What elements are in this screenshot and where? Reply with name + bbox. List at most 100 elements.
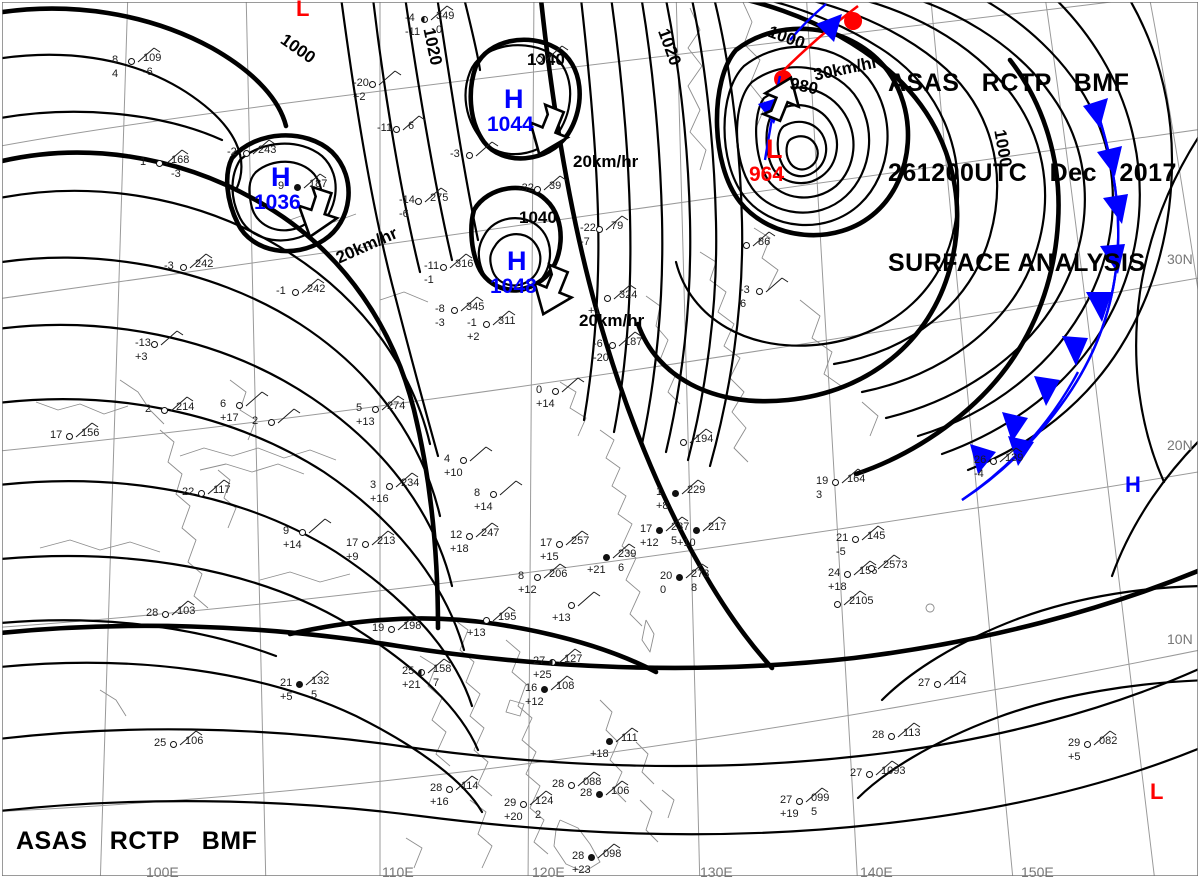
wind-barb-icon — [252, 139, 276, 155]
station-pressure: 214 — [176, 401, 195, 413]
wind-barb-icon — [529, 790, 553, 806]
wind-barb-icon — [171, 600, 195, 616]
station-temperature: 16 — [525, 682, 538, 694]
station-pressure: 113 — [903, 727, 921, 739]
station-dewpoint: -7 — [580, 236, 590, 248]
station-pressure: 103 — [177, 605, 196, 617]
station-pressure: 229 — [687, 484, 706, 496]
wind-barb-icon — [499, 480, 523, 496]
isobars-thin — [2, 2, 1198, 836]
wind-barb-icon — [853, 560, 877, 576]
wind-barb-icon — [165, 149, 189, 165]
wind-barb-icon — [460, 296, 484, 312]
station-circle-icon — [372, 406, 379, 413]
wind-barb-icon — [308, 518, 332, 534]
station-circle-icon — [866, 771, 873, 778]
station-dewpoint: +13 — [356, 416, 375, 428]
station-temperature: 8 — [474, 487, 481, 499]
station-temperature: -6 — [593, 338, 603, 350]
longitude-label-130E: 130E — [700, 864, 733, 878]
station-pressure: 111 — [621, 732, 638, 744]
station-circle-icon — [834, 601, 841, 608]
wind-barb-icon — [605, 215, 629, 231]
station-circle-icon — [451, 307, 458, 314]
station-dewpoint: -1 — [424, 274, 434, 286]
station-temperature: 21 — [280, 677, 293, 689]
station-pressure: 117 — [213, 484, 231, 496]
station-circle-icon — [180, 264, 187, 271]
station-circle-icon — [1084, 741, 1091, 748]
wind-barb-icon — [424, 187, 448, 203]
station-temperature: 8 — [112, 54, 119, 66]
station-circle-icon — [128, 58, 135, 65]
station-pressure: 79 — [611, 220, 624, 232]
station-pressure: 239 — [618, 548, 637, 560]
station-circle-icon — [292, 289, 299, 296]
station-dewpoint: +20 — [504, 811, 523, 823]
station-pressure: 213 — [377, 535, 396, 547]
station-pressure: 158 — [433, 663, 452, 675]
station-circle-icon — [596, 226, 603, 233]
wind-barb-icon — [277, 408, 301, 424]
station-pressure: 109 — [143, 52, 162, 64]
station-circle-icon — [693, 527, 700, 534]
station-circle-icon — [299, 529, 306, 536]
station-circle-icon — [446, 786, 453, 793]
station-pressure: 187 — [624, 336, 643, 348]
station-circle-icon — [656, 527, 663, 534]
station-temperature: 28 — [580, 787, 593, 799]
station-pressure: 145 — [867, 530, 886, 542]
station-circle-icon — [868, 565, 875, 572]
station-cloud: -3 — [171, 168, 181, 180]
station-temperature: -8 — [435, 303, 445, 315]
station-circle-icon — [604, 295, 611, 302]
wind-barb-icon — [449, 253, 473, 269]
station-circle-icon — [386, 483, 393, 490]
wind-barb-icon — [577, 771, 601, 787]
station-temperature: -20 — [353, 77, 369, 89]
station-pressure: 316 — [455, 258, 474, 270]
wind-barb-icon — [545, 45, 569, 61]
station-circle-icon — [568, 602, 575, 609]
movement-speed-label-2: 20km/hr — [579, 311, 645, 330]
station-dewpoint: -5 — [836, 546, 846, 558]
wind-barb-icon — [613, 284, 637, 300]
station-pressure: 082 — [1099, 735, 1118, 747]
station-pressure: 194 — [695, 433, 714, 445]
wind-barb-icon — [371, 530, 395, 546]
longitude-label-110E: 110E — [382, 864, 414, 878]
wind-barb-icon — [179, 730, 203, 746]
station-circle-icon — [294, 184, 301, 191]
station-pressure: 1093 — [881, 765, 906, 777]
station-pressure: 349 — [436, 10, 455, 22]
station-temperature: -4 — [405, 12, 415, 24]
wind-barb-icon — [612, 543, 636, 559]
wind-barb-icon — [475, 141, 499, 157]
station-pressure: 324 — [619, 289, 638, 301]
station-temperature: -11 — [424, 260, 440, 272]
wind-barb-icon — [160, 330, 184, 346]
title-block-bottom: ASAS RCTP BMF 261200UTC Dec 2017 SURFACE… — [16, 766, 305, 878]
wind-barb-icon — [1093, 730, 1117, 746]
station-circle-icon — [603, 554, 610, 561]
wind-barb-icon — [561, 377, 585, 393]
station-dewpoint: +25 — [533, 669, 552, 681]
station-pressure: 6 — [408, 120, 415, 132]
station-cloud: 5 — [311, 689, 318, 701]
station-circle-icon — [832, 479, 839, 486]
station-circle-icon — [844, 571, 851, 578]
coastlines — [35, 2, 935, 873]
station-temperature: 9 — [283, 525, 290, 537]
title-top-line2: 261200UTC Dec 2017 — [888, 159, 1177, 187]
longitude-label-150E: 150E — [1021, 864, 1054, 878]
station-pressure: 106 — [611, 785, 630, 797]
station-temperature: 1 — [140, 156, 147, 168]
wind-barb-icon — [861, 525, 885, 541]
station-temperature: 29 — [504, 797, 517, 809]
station-dewpoint: +15 — [540, 551, 559, 563]
wind-barb-icon — [752, 231, 776, 247]
station-circle-icon — [483, 321, 490, 328]
station-pressure: 217 — [708, 521, 727, 533]
station-temperature: 27 — [918, 677, 931, 689]
